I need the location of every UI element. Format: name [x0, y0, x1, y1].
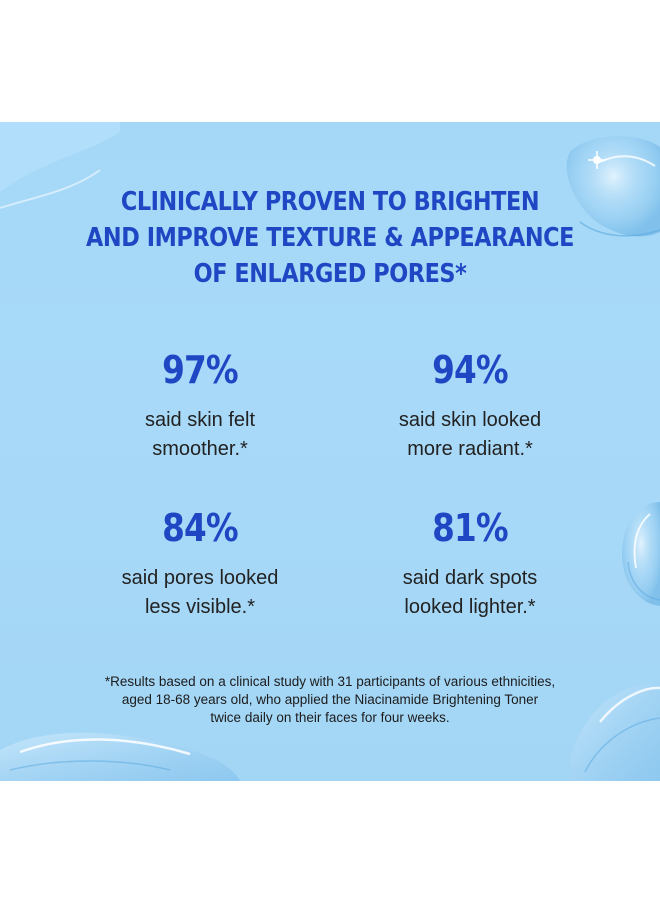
stat-value: 84% [162, 506, 239, 550]
stat-pores-less-visible: 84% said pores looked less visible.* [70, 506, 330, 622]
water-splash-bottom-right [570, 682, 660, 781]
headline-line-1: CLINICALLY PROVEN TO BRIGHTEN [120, 187, 540, 217]
stat-description: said pores looked less visible.* [70, 564, 330, 622]
stat-description-line-1: said skin looked [398, 409, 542, 431]
clinical-study-footnote: *Results based on a clinical study with … [60, 673, 600, 727]
headline-line-2: AND IMPROVE TEXTURE & APPEARANCE [86, 223, 574, 253]
stat-dark-spots-lighter: 81% said dark spots looked lighter.* [340, 506, 600, 622]
headline: CLINICALLY PROVEN TO BRIGHTEN AND IMPROV… [46, 184, 614, 292]
water-droplet-top-right [566, 136, 660, 237]
stat-description: said dark spots looked lighter.* [340, 564, 600, 622]
water-splash-top-left [0, 122, 120, 192]
footnote-line-1: *Results based on a clinical study with … [104, 674, 556, 689]
water-splash-bottom-left [0, 732, 240, 781]
water-splash-right [622, 502, 660, 606]
stat-description-line-1: said skin felt [144, 409, 256, 431]
stat-description-line-2: more radiant.* [407, 438, 533, 460]
footnote-line-3: twice daily on their faces for four week… [210, 710, 450, 725]
blue-panel: CLINICALLY PROVEN TO BRIGHTEN AND IMPROV… [0, 122, 660, 781]
stat-skin-smoother: 97% said skin felt smoother.* [70, 348, 330, 464]
stat-value: 97% [162, 348, 239, 392]
stat-description-line-1: said dark spots [402, 567, 538, 589]
stat-description-line-1: said pores looked [121, 567, 279, 589]
headline-line-3: OF ENLARGED PORES* [193, 259, 467, 289]
stat-value: 94% [432, 348, 509, 392]
sparkle [588, 151, 606, 169]
water-droplet-decorations [0, 122, 660, 781]
stat-skin-radiant: 94% said skin looked more radiant.* [340, 348, 600, 464]
footnote-line-2: aged 18-68 years old, who applied the Ni… [121, 692, 539, 707]
stat-description: said skin felt smoother.* [70, 406, 330, 464]
stat-description-line-2: smoother.* [152, 438, 248, 460]
stat-value: 81% [432, 506, 509, 550]
stat-description: said skin looked more radiant.* [340, 406, 600, 464]
stat-description-line-2: less visible.* [144, 596, 256, 618]
stat-description-line-2: looked lighter.* [404, 596, 536, 618]
